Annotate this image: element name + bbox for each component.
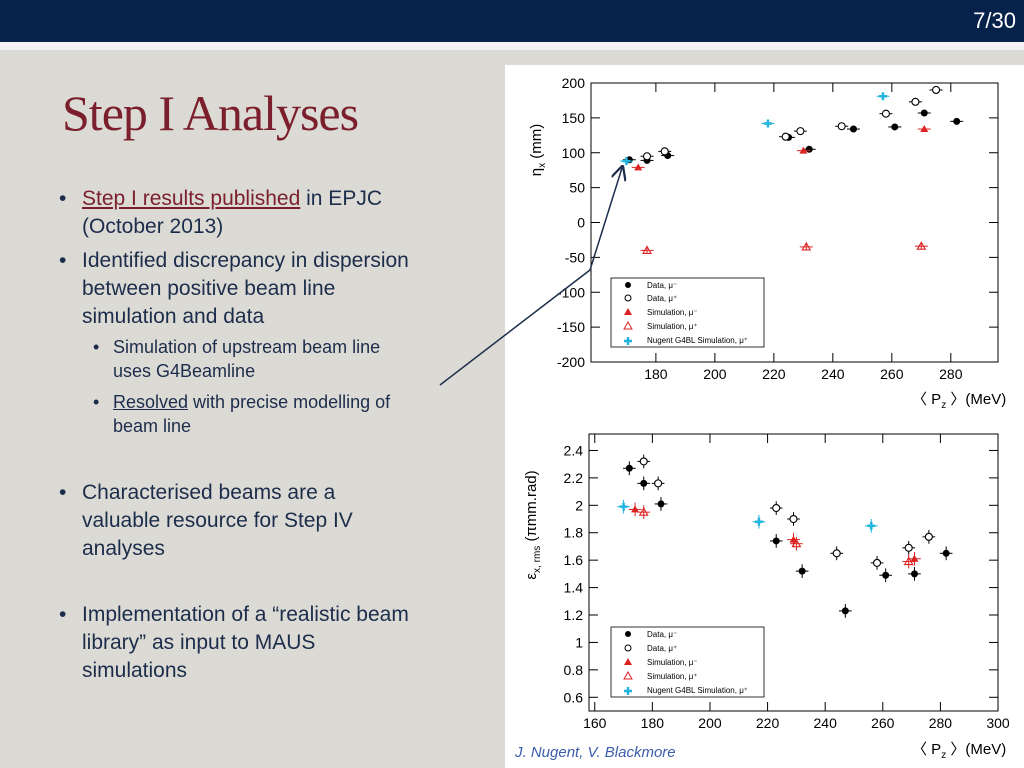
resolved-link[interactable]: Resolved (113, 392, 189, 412)
subbullet-text: with precise modelling of (188, 392, 391, 412)
bullet-text: Implementation of a “realistic beam (82, 603, 409, 626)
slide-title: Step I Analyses (62, 85, 359, 141)
bullet-text: valuable resource for Step IV (82, 509, 353, 532)
bullet-text: (October 2013) (82, 215, 224, 238)
bullet-dot: • (59, 603, 67, 626)
epjc-link[interactable]: Step I results published (82, 187, 301, 210)
bullet-text: analyses (82, 537, 165, 560)
subbullet-text: Simulation of upstream beam line (113, 337, 381, 357)
top-bar-stripe (0, 42, 1024, 50)
bullet-text: library” as input to MAUS (82, 631, 316, 654)
bullet-implementation: • Implementation of a “realistic beam li… (59, 601, 409, 685)
bullet-text: Characterised beams are a (82, 481, 336, 504)
bullet-dot: • (59, 249, 67, 272)
chart-panel (505, 65, 1024, 768)
bullet-text: between positive beam line (82, 277, 336, 300)
bullet-discrepancy: • Identified discrepancy in dispersion b… (59, 247, 409, 331)
bullet-text: in EPJC (300, 187, 382, 210)
bullet-characterised: • Characterised beams are a valuable res… (59, 479, 353, 563)
slide-number: 7/30 (973, 8, 1016, 33)
top-bar: 7/30 (0, 0, 1024, 42)
subbullet-resolved: • Resolved with precise modelling of bea… (93, 390, 391, 438)
subbullet-text: beam line (113, 416, 192, 436)
bullet-dot: • (93, 392, 100, 412)
subbullet-g4beamline: • Simulation of upstream beam line uses … (93, 335, 381, 383)
bullet-text: simulations (82, 659, 188, 682)
bullet-text: Identified discrepancy in dispersion (82, 249, 409, 272)
bullet-dot: • (59, 187, 67, 210)
bullet-text: simulation and data (82, 305, 265, 328)
credit: J. Nugent, V. Blackmore (515, 744, 676, 761)
bullet-dot: • (93, 337, 100, 357)
bullet-dot: • (59, 481, 67, 504)
bullet-epjc: • Step I results published in EPJC (Octo… (59, 185, 382, 241)
subbullet-text: uses G4Beamline (113, 361, 256, 381)
